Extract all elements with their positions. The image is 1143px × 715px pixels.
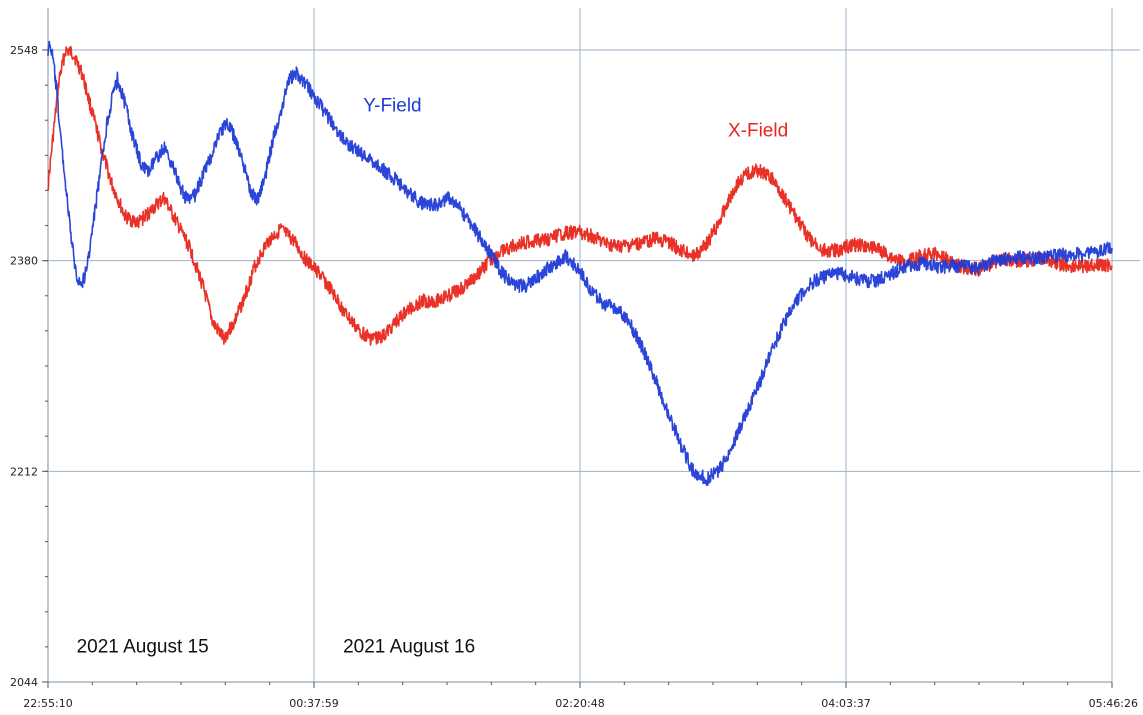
x-tick-label: 05:46:26 bbox=[1089, 697, 1138, 710]
tick-layer: 2044 2212 2380 2548 22:55:10 00:37:59 02:20:48… bbox=[10, 44, 1138, 710]
x-tick-label: 04:03:37 bbox=[821, 697, 870, 710]
y-tick-label: 2548 bbox=[10, 44, 38, 57]
date-annotation: 2021 August 16 bbox=[343, 636, 475, 657]
y-tick-label: 2044 bbox=[10, 676, 38, 689]
date-annotation: 2021 August 15 bbox=[77, 636, 209, 657]
y-tick-label: 2212 bbox=[10, 465, 38, 478]
x-tick-label: 02:20:48 bbox=[555, 697, 604, 710]
series-line-y-field bbox=[47, 40, 1113, 487]
grid-layer bbox=[47, 8, 1140, 683]
series-label-y-field: Y-Field bbox=[363, 95, 421, 116]
label-layer: X-Field Y-Field 2021 August 15 2021 August … bbox=[77, 95, 789, 657]
x-tick-label: 00:37:59 bbox=[289, 697, 338, 710]
series-line-x-field bbox=[47, 45, 1113, 346]
series-layer bbox=[47, 40, 1113, 487]
y-tick-label: 2380 bbox=[10, 255, 38, 268]
x-tick-label: 22:55:10 bbox=[23, 697, 72, 710]
series-label-x-field: X-Field bbox=[728, 121, 788, 142]
